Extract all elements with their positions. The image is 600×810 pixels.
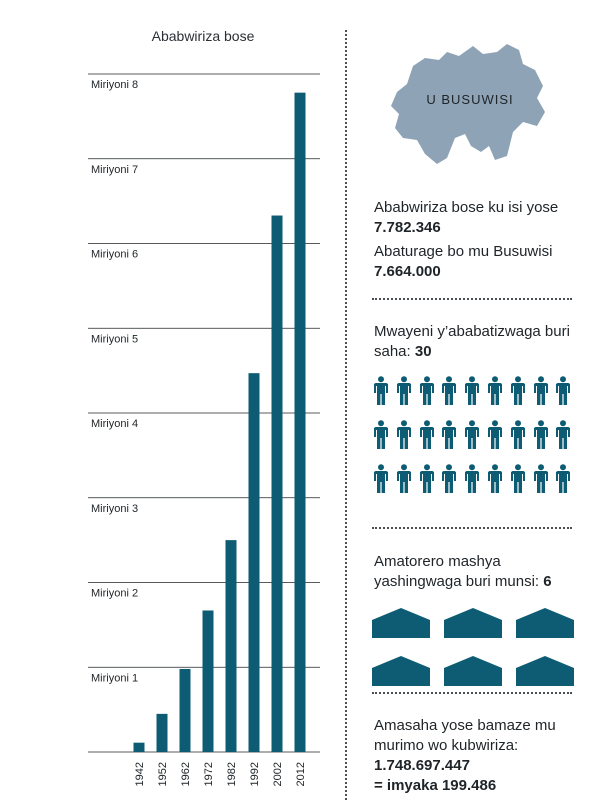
person-icon	[510, 420, 525, 449]
church-icon	[516, 608, 574, 638]
y-tick-label: Miriyoni 5	[91, 333, 138, 345]
y-tick-label: Miriyoni 6	[91, 249, 138, 261]
congregations-stat: Amatorero mashya yashingwaga buri munsi:…	[374, 552, 584, 592]
people-icon-grid	[374, 376, 579, 494]
person-icon	[419, 420, 434, 449]
person-icon	[510, 376, 525, 405]
church-icon	[372, 608, 430, 638]
person-icon	[533, 464, 548, 493]
y-tick-label: Miriyoni 3	[91, 503, 138, 515]
congregations-value: 6	[543, 573, 552, 590]
map-label: U BUSUWISI	[426, 92, 514, 107]
church-icon-grid	[372, 608, 584, 686]
person-icon	[533, 376, 548, 405]
person-icon	[374, 464, 388, 493]
x-tick-label: 1982	[226, 762, 238, 786]
person-icon	[465, 376, 480, 405]
y-tick-label: Miriyoni 2	[91, 588, 138, 600]
hours-label: Amasaha yose bamaze mu murimo wo kubwiri…	[374, 717, 556, 754]
hours-stat: Amasaha yose bamaze mu murimo wo kubwiri…	[374, 716, 584, 796]
person-icon	[556, 420, 571, 449]
person-icon	[419, 464, 434, 493]
bar-1942	[133, 742, 145, 752]
church-icon	[372, 656, 430, 686]
person-icon	[442, 464, 457, 493]
person-icon	[487, 420, 502, 449]
person-icon	[396, 376, 411, 405]
church-icon	[444, 608, 502, 638]
vertical-divider	[345, 30, 347, 800]
person-icon	[487, 464, 502, 493]
x-tick-label: 2002	[272, 762, 284, 786]
horizontal-divider	[372, 692, 572, 694]
x-tick-label: 1962	[180, 762, 192, 786]
person-icon	[374, 420, 388, 449]
publishers-label: Ababwiriza bose ku isi yose	[374, 199, 559, 216]
x-tick-label: 1942	[134, 762, 146, 786]
x-tick-label: 1992	[249, 762, 261, 786]
hours-equivalent: = imyaka 199.486	[374, 777, 497, 794]
person-icon	[419, 376, 434, 405]
switzerland-map-icon: U BUSUWISI	[385, 34, 555, 170]
y-tick-label: Miriyoni 7	[91, 164, 138, 176]
x-tick-label: 2012	[295, 762, 307, 786]
x-tick-label: 1952	[157, 762, 169, 786]
church-icon	[516, 656, 574, 686]
y-tick-label: Miriyoni 1	[91, 672, 138, 684]
x-tick-label: 1972	[203, 762, 215, 786]
bar-2002	[271, 215, 283, 753]
person-icon	[510, 464, 525, 493]
publishers-value: 7.782.346	[374, 219, 441, 236]
person-icon	[465, 464, 480, 493]
bar-1972	[202, 610, 214, 752]
population-label: Abaturage bo mu Busuwisi	[374, 243, 553, 260]
bar-2012	[294, 92, 306, 752]
person-icon	[396, 464, 411, 493]
church-icon	[444, 656, 502, 686]
person-icon	[442, 420, 457, 449]
chart-title: Ababwiriza bose	[151, 28, 255, 44]
y-tick-label: Miriyoni 8	[91, 79, 138, 91]
bar-1982	[225, 540, 237, 752]
hours-value: 1.748.697.447	[374, 757, 470, 774]
bar-1962	[179, 668, 191, 752]
person-icon	[396, 420, 411, 449]
bar-1992	[248, 373, 260, 752]
y-tick-label: Miriyoni 4	[91, 418, 138, 430]
person-icon	[465, 420, 480, 449]
population-value: 7.664.000	[374, 263, 441, 280]
publishers-stat: Ababwiriza bose ku isi yose 7.782.346	[374, 198, 584, 238]
baptisms-value: 30	[414, 343, 432, 360]
population-stat: Abaturage bo mu Busuwisi 7.664.000	[374, 242, 584, 282]
person-icon	[533, 420, 548, 449]
person-icon	[487, 376, 502, 405]
baptisms-stat: Mwayeni y’ababatizwaga buri saha: 30	[374, 322, 584, 362]
congregations-label: Amatorero mashya yashingwaga buri munsi:	[374, 553, 540, 590]
bar-chart: Miriyoni 1 Miriyoni 2 Miriyoni 3 Miriyoni 4…	[88, 73, 320, 786]
person-icon	[374, 376, 388, 405]
person-icon	[556, 464, 571, 493]
baptisms-label: Mwayeni y’ababatizwaga buri saha:	[374, 323, 570, 360]
horizontal-divider	[372, 527, 572, 529]
person-icon	[556, 376, 571, 405]
person-icon	[442, 376, 457, 405]
horizontal-divider	[372, 298, 572, 300]
bar-1952	[156, 713, 168, 752]
